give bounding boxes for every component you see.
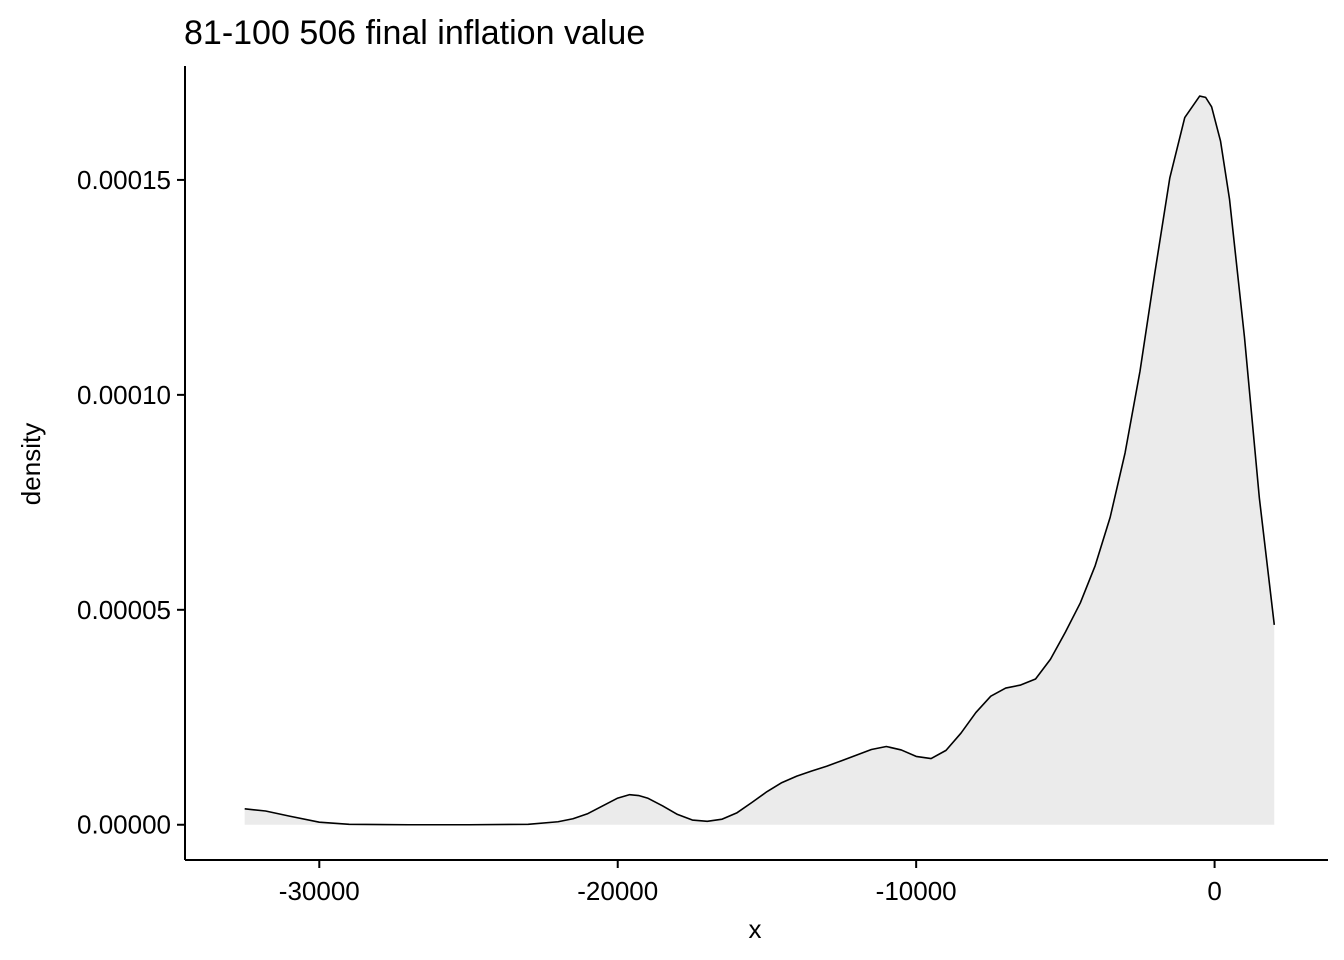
plot-area	[244, 95, 1276, 826]
chart-title: 81-100 506 final inflation value	[184, 14, 645, 52]
y-axis-title: density	[16, 423, 46, 505]
density-area-fill	[244, 96, 1275, 825]
y-tick-label: 0.00005	[77, 595, 171, 625]
density-curve	[244, 95, 1276, 826]
y-tick-label: 0.00015	[77, 165, 171, 195]
y-axis: 0.00000 0.00005 0.00010 0.00015	[77, 165, 185, 840]
x-tick-label: 0	[1207, 876, 1221, 906]
y-tick-label: 0.00000	[77, 810, 171, 840]
x-tick-label: -30000	[279, 876, 360, 906]
x-tick-label: -20000	[577, 876, 658, 906]
x-tick-label: -10000	[876, 876, 957, 906]
x-axis: -30000 -20000 -10000 0	[279, 860, 1222, 906]
x-axis-title: x	[749, 914, 762, 944]
y-tick-label: 0.00010	[77, 380, 171, 410]
